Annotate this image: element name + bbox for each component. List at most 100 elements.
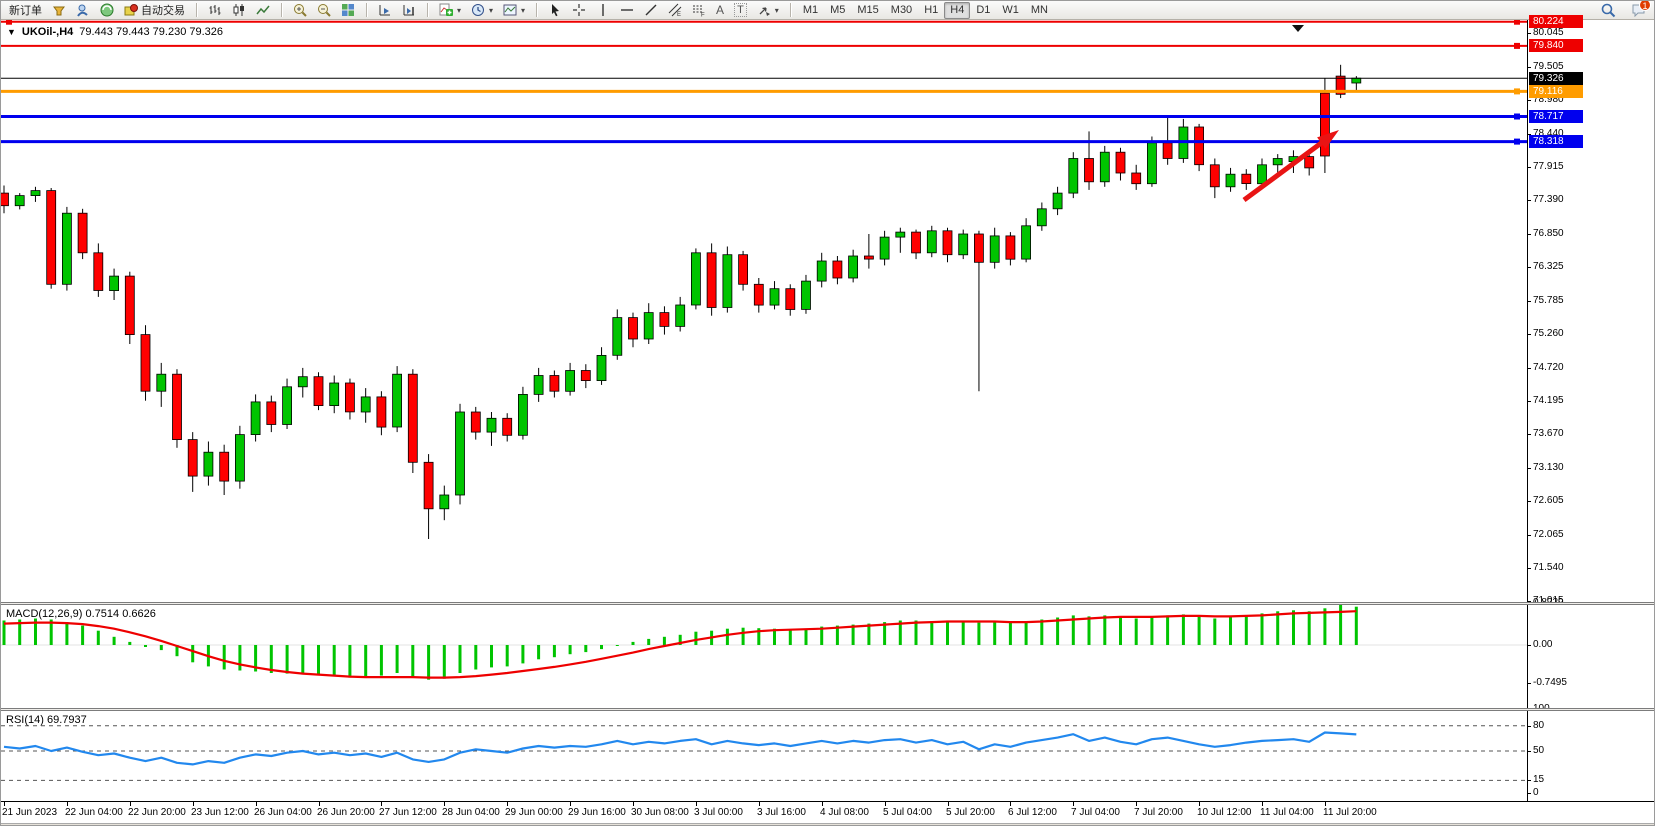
macd-histogram-bar [254, 645, 258, 672]
timeframe-button-m30[interactable]: M30 [890, 4, 913, 16]
line-chart-button[interactable] [251, 2, 275, 19]
crosshair-tool-button[interactable] [567, 2, 591, 19]
candle [62, 206, 72, 291]
macd-histogram-bar [568, 645, 572, 655]
macd-histogram-bar [788, 629, 792, 645]
clock-icon [471, 3, 485, 17]
timeframe-button-h1[interactable]: H1 [924, 4, 939, 16]
candle [14, 193, 25, 210]
market-watch-button[interactable] [71, 2, 95, 19]
cursor-tool-button[interactable] [543, 2, 567, 19]
macd-histogram-bar [552, 645, 556, 658]
time-tick-label: 27 Jun 12:00 [379, 807, 437, 818]
navigator-button[interactable] [95, 2, 119, 19]
price-tick-label: 77.390 [1533, 194, 1564, 205]
candle [1036, 202, 1047, 231]
timeframe-button-m15[interactable]: M15 [857, 4, 879, 16]
price-tick [1527, 33, 1531, 34]
symbol-dropdown-caret[interactable]: ▼ [7, 27, 16, 37]
auto-scroll-button[interactable] [373, 2, 397, 19]
trend-arrow-annotation[interactable] [1242, 130, 1339, 203]
label-tool-button[interactable]: T [729, 2, 752, 19]
macd-histogram-bar [1339, 605, 1343, 645]
chart-shift-button[interactable] [397, 2, 421, 19]
time-tick-label: 26 Jun 04:00 [254, 807, 312, 818]
macd-histogram-bar [1292, 610, 1295, 645]
search-button[interactable] [1596, 2, 1620, 19]
shapes-tool-button[interactable]: ▾ [752, 2, 784, 19]
timeframe-button-h4[interactable]: H4 [944, 1, 971, 19]
time-tick-label: 4 Jul 08:00 [820, 807, 869, 818]
price-tick [1527, 134, 1531, 135]
panel-splitter[interactable] [1, 708, 1654, 711]
macd-histogram-bar [458, 645, 462, 673]
time-tick [507, 802, 508, 806]
line-handle[interactable] [1514, 20, 1520, 25]
indicators-button[interactable]: ▾ [434, 2, 466, 19]
time-tick [67, 802, 68, 806]
candle [518, 386, 528, 440]
rsi-panel[interactable] [1, 711, 1527, 801]
trendline-tool-button[interactable] [639, 2, 663, 19]
current-price-badge: 79.326 [1529, 72, 1583, 85]
chart-profile-button[interactable] [47, 2, 71, 19]
line-handle[interactable] [6, 20, 12, 25]
macd-histogram-bar [584, 645, 588, 653]
candle [1225, 167, 1236, 192]
price-tick-label: 77.915 [1533, 161, 1564, 172]
timeframe-button-d1[interactable]: D1 [976, 4, 991, 16]
text-tool-button[interactable]: A [711, 2, 729, 19]
chart-shift-icon [402, 3, 416, 17]
auto-trading-button[interactable]: 自动交易 [119, 2, 190, 19]
line-handle[interactable] [1514, 138, 1520, 145]
label-tool-icon: T [734, 3, 747, 17]
macd-histogram-bar [678, 634, 682, 645]
line-handle[interactable] [1514, 88, 1520, 95]
notifications-button[interactable]: 1 [1626, 1, 1651, 19]
line-handle[interactable] [1514, 113, 1520, 120]
channel-tool-button[interactable]: E [663, 2, 687, 19]
candle [329, 375, 340, 414]
main-price-chart[interactable] [1, 20, 1527, 602]
candle [1115, 147, 1126, 181]
price-tick-label: 74.720 [1533, 362, 1564, 373]
periods-button[interactable]: ▾ [466, 2, 498, 19]
timeframe-button-w1[interactable]: W1 [1002, 4, 1019, 16]
vline-tool-button[interactable] [591, 2, 615, 19]
candle [1021, 218, 1031, 263]
candle [691, 248, 701, 310]
channel-sub-glyph: E [677, 12, 681, 17]
macd-histogram-bar [332, 645, 336, 676]
macd-histogram-bar [34, 618, 37, 645]
macd-histogram-bar [191, 645, 195, 663]
zoom-in-button[interactable] [288, 2, 312, 19]
tile-windows-button[interactable] [336, 2, 360, 19]
bar-chart-button[interactable] [203, 2, 227, 19]
timeframe-button-m5[interactable]: M5 [830, 4, 846, 16]
candle [785, 284, 796, 316]
macd-histogram-bar [159, 645, 163, 651]
fibonacci-tool-button[interactable]: F [687, 2, 711, 19]
timeframe-button-m1[interactable]: M1 [802, 4, 819, 16]
price-tick [1527, 501, 1531, 502]
candle [1099, 145, 1110, 187]
macd-panel[interactable] [1, 605, 1527, 708]
macd-histogram-bar [1197, 616, 1201, 645]
new-order-button[interactable]: 新订单 [4, 2, 47, 19]
candle-chart-button[interactable] [227, 2, 251, 19]
candle [533, 367, 544, 402]
macd-histogram-bar [662, 636, 666, 645]
panel-splitter[interactable] [1, 602, 1654, 605]
time-tick [570, 802, 571, 806]
hline-tool-button[interactable] [615, 2, 639, 19]
templates-button[interactable]: ▾ [498, 2, 530, 19]
price-tick [1527, 167, 1531, 168]
time-tick-label: 23 Jun 12:00 [191, 807, 249, 818]
line-handle[interactable] [1514, 42, 1520, 49]
zoom-out-button[interactable] [312, 2, 336, 19]
price-tick-label: 72.605 [1533, 495, 1564, 506]
timeframe-button-mn[interactable]: MN [1030, 4, 1048, 16]
time-tick [1010, 802, 1011, 806]
candle [1335, 64, 1346, 99]
